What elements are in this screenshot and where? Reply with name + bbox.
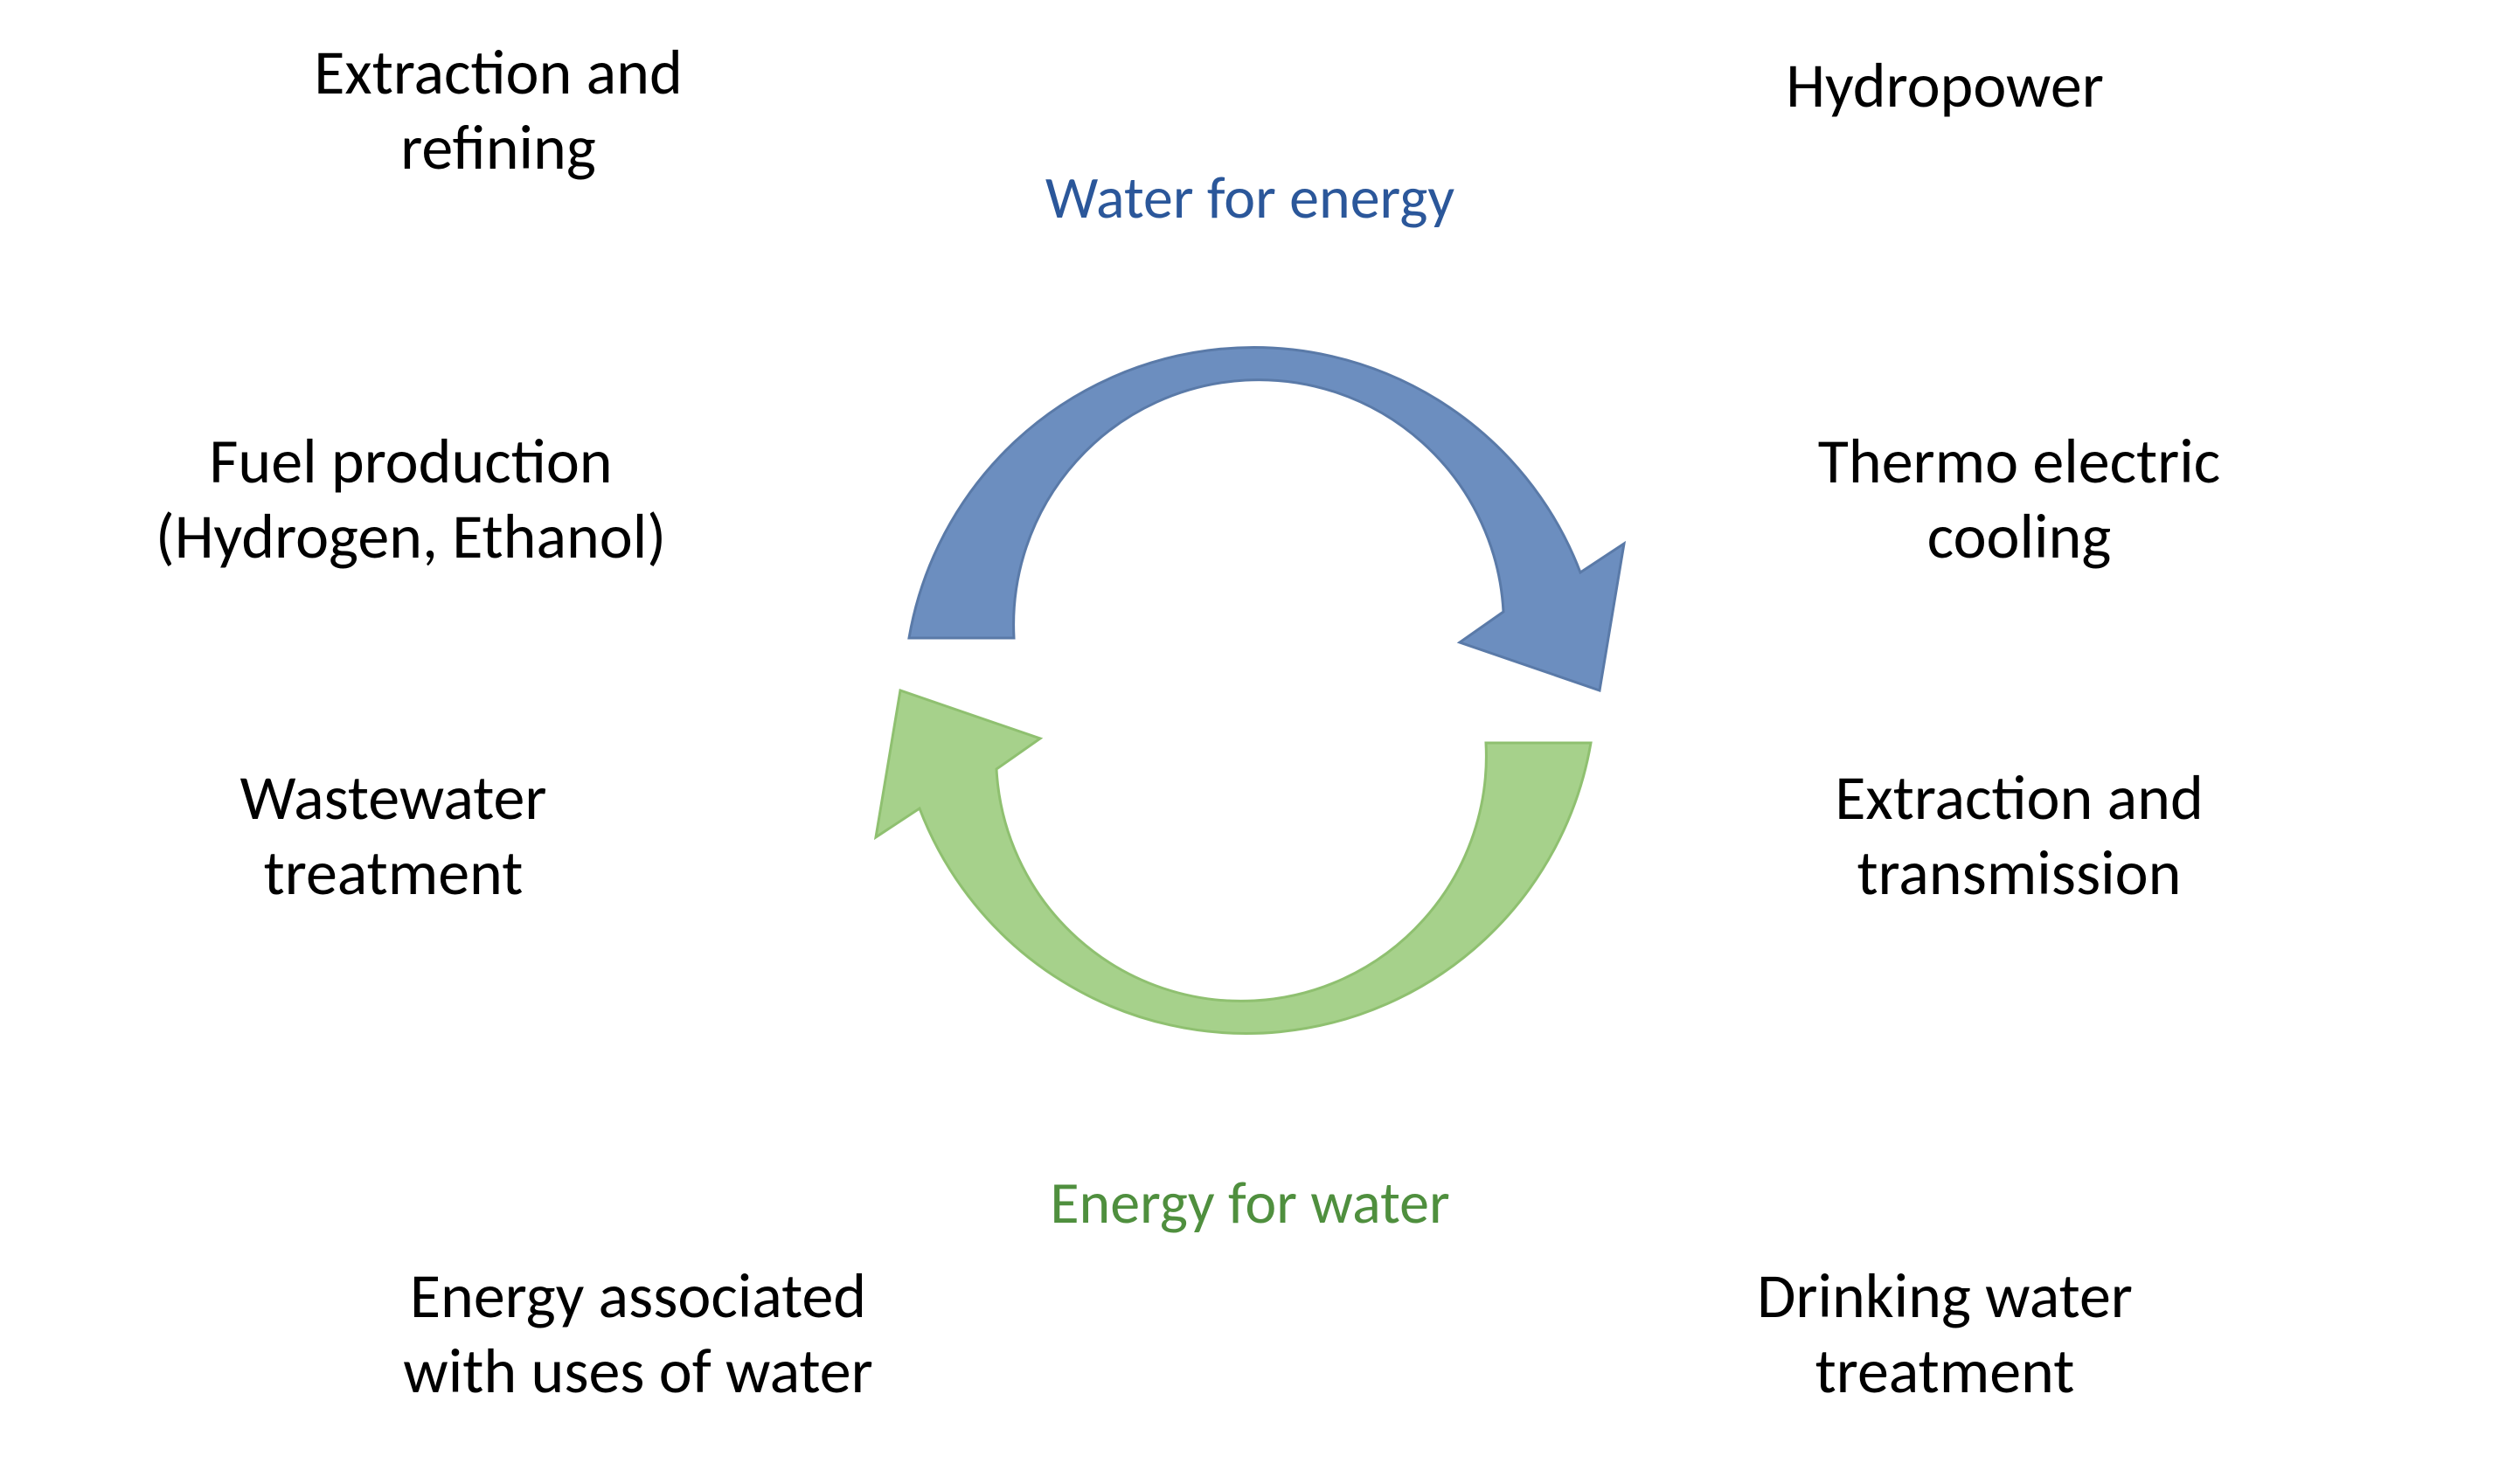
bottom-arc-label: Energy for water — [988, 1167, 1512, 1239]
label-line: with uses of water — [403, 1333, 872, 1410]
bottom-arc-path — [876, 690, 1591, 1033]
label-hydropower: Hydropower — [1683, 48, 2207, 123]
label-extraction-refining: Extraction and refining — [236, 35, 760, 186]
label-extraction-transmission: Extraction and transmission — [1757, 760, 2281, 912]
label-line: Extraction and — [314, 34, 683, 111]
label-line: Thermo electric — [1818, 423, 2220, 500]
label-thermo-electric: Thermo electric cooling — [1757, 424, 2281, 575]
label-line: Hydropower — [1786, 47, 2104, 124]
label-drinking-water: Drinking water treatment — [1683, 1259, 2207, 1410]
label-line: Extraction and — [1835, 759, 2204, 836]
label-line: (Hydrogen, Ethanol) — [156, 498, 666, 575]
label-line: refining — [400, 109, 596, 186]
top-arc-label: Water for energy — [988, 162, 1512, 234]
label-fuel-production: Fuel production (Hydrogen, Ethanol) — [79, 424, 743, 575]
label-line: Drinking water — [1757, 1258, 2133, 1335]
label-line: treatment — [1815, 1333, 2075, 1410]
label-line: transmission — [1857, 835, 2182, 912]
label-wastewater-treatment: Wastewater treatment — [131, 760, 656, 912]
label-line: treatment — [264, 835, 524, 912]
label-line: Wastewater — [240, 759, 547, 836]
label-line: Fuel production — [209, 423, 612, 500]
label-energy-associated: Energy associated with uses of water — [332, 1259, 944, 1410]
label-line: Energy associated — [410, 1258, 866, 1335]
label-line: cooling — [1927, 498, 2112, 575]
